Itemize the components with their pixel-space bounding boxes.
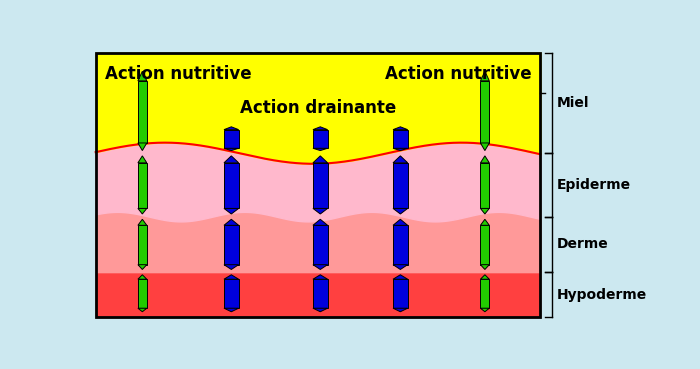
Polygon shape (480, 275, 489, 279)
Bar (138, 163, 147, 208)
Bar (480, 225, 489, 265)
Bar (138, 81, 147, 143)
Polygon shape (480, 71, 489, 81)
Text: Action nutritive: Action nutritive (104, 65, 251, 83)
Polygon shape (138, 208, 147, 214)
Bar (480, 279, 489, 308)
Text: Miel: Miel (556, 96, 589, 110)
Polygon shape (393, 219, 407, 225)
Bar (224, 130, 239, 148)
Bar (138, 279, 147, 308)
Bar (224, 225, 239, 265)
Polygon shape (224, 265, 239, 269)
Bar (480, 81, 489, 143)
Polygon shape (138, 143, 147, 151)
Polygon shape (393, 265, 407, 269)
Bar (393, 225, 407, 265)
Polygon shape (480, 219, 489, 225)
Polygon shape (393, 127, 407, 130)
Polygon shape (480, 208, 489, 214)
Bar (393, 163, 407, 208)
Polygon shape (224, 308, 239, 312)
Polygon shape (313, 148, 328, 151)
Polygon shape (393, 208, 407, 214)
Polygon shape (313, 275, 328, 279)
Polygon shape (138, 308, 147, 312)
Polygon shape (393, 275, 407, 279)
Polygon shape (313, 219, 328, 225)
Polygon shape (224, 208, 239, 214)
Polygon shape (224, 275, 239, 279)
Text: Action nutritive: Action nutritive (385, 65, 531, 83)
Polygon shape (313, 308, 328, 312)
Polygon shape (480, 143, 489, 151)
Bar (96, 53, 540, 317)
Text: Hypoderme: Hypoderme (556, 287, 647, 301)
Polygon shape (138, 275, 147, 279)
Polygon shape (224, 127, 239, 130)
Polygon shape (480, 265, 489, 269)
Bar (313, 279, 328, 308)
Polygon shape (393, 148, 407, 151)
Bar (224, 163, 239, 208)
Bar (393, 130, 407, 148)
Polygon shape (138, 265, 147, 269)
Text: Action drainante: Action drainante (240, 99, 396, 117)
Polygon shape (224, 156, 239, 163)
Polygon shape (393, 156, 407, 163)
Text: Derme: Derme (556, 237, 608, 251)
Polygon shape (138, 219, 147, 225)
Bar (313, 130, 328, 148)
Bar (393, 279, 407, 308)
Polygon shape (313, 156, 328, 163)
Polygon shape (313, 127, 328, 130)
Polygon shape (224, 148, 239, 151)
Polygon shape (480, 308, 489, 312)
Polygon shape (313, 208, 328, 214)
Polygon shape (138, 71, 147, 81)
Bar (224, 279, 239, 308)
Polygon shape (138, 156, 147, 163)
Bar (480, 163, 489, 208)
Bar (313, 163, 328, 208)
Polygon shape (313, 265, 328, 269)
Polygon shape (480, 156, 489, 163)
Polygon shape (393, 308, 407, 312)
Polygon shape (224, 219, 239, 225)
Text: Epiderme: Epiderme (556, 178, 631, 192)
Bar (313, 225, 328, 265)
Bar (138, 225, 147, 265)
